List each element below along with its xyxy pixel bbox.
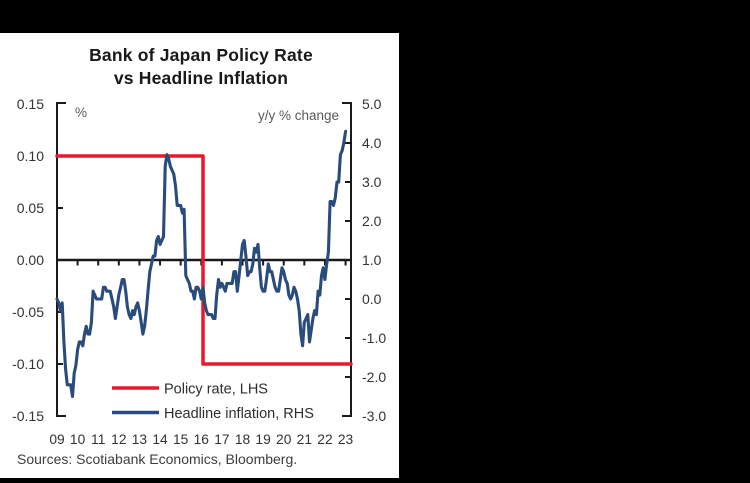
chart-legend: Policy rate, LHS Headline inflation, RHS: [112, 382, 314, 422]
left-axis-tick-label: -0.05: [12, 304, 44, 320]
right-axis-tick-label: 4.0: [362, 135, 382, 151]
right-axis-unit-label: y/y % change: [258, 108, 339, 123]
x-axis-year-label: 13: [132, 432, 148, 447]
left-axis-tick-label: 0.15: [17, 96, 44, 112]
x-axis-year-label: 16: [194, 432, 210, 447]
x-axis-year-label: 14: [152, 432, 168, 447]
x-axis-year-label: 11: [91, 432, 105, 447]
right-axis-tick-label: 2.0: [362, 213, 382, 229]
chart-svg: Bank of Japan Policy Rate vs Headline In…: [12, 45, 386, 467]
left-axis-unit-label: %: [75, 105, 87, 120]
headline-inflation-line: [55, 129, 348, 399]
x-axis-year-label: 15: [173, 432, 189, 447]
left-axis-tick-label: -0.10: [12, 356, 44, 372]
chart-title-line2: vs Headline Inflation: [114, 68, 288, 88]
left-axis-tick-label: 0.05: [17, 200, 44, 216]
policy-rate-line: [55, 154, 353, 366]
x-axis-year-label: 17: [214, 432, 229, 447]
left-axis-tick-label: 0.10: [17, 148, 44, 164]
chart-title-line1: Bank of Japan Policy Rate: [89, 45, 313, 65]
x-axis-year-label: 22: [317, 432, 332, 447]
right-axis-tick-label: 0.0: [362, 291, 382, 307]
x-axis-year-label: 23: [338, 432, 354, 447]
sources-note: Sources: Scotiabank Economics, Bloomberg…: [17, 451, 297, 467]
left-axis-tick-label: -0.15: [12, 408, 44, 424]
x-axis-year-label: 12: [111, 432, 126, 447]
right-axis-tick-label: 1.0: [362, 252, 382, 268]
x-axis-year-label: 09: [49, 432, 65, 447]
chart-card: Bank of Japan Policy Rate vs Headline In…: [0, 33, 399, 478]
x-axis-year-label: 19: [255, 432, 271, 447]
legend-policy-rate-label: Policy rate, LHS: [164, 382, 268, 398]
axis-ticks-group: 0.15 0.10 0.05 0.00 -0.05 -0.10 -0.15 5.0 4.0 3.0…: [12, 96, 386, 447]
right-axis-tick-label: 3.0: [362, 174, 382, 190]
x-axis-year-label: 20: [276, 432, 292, 447]
right-axis-tick-label: -1.0: [362, 330, 386, 346]
legend-headline-inflation-label: Headline inflation, RHS: [164, 406, 314, 422]
left-axis-tick-label: 0.00: [17, 252, 44, 268]
right-axis-tick-label: 5.0: [362, 96, 382, 112]
x-axis-year-label: 10: [70, 432, 86, 447]
data-series-group: [55, 129, 353, 399]
x-axis-year-label: 21: [297, 432, 312, 447]
right-axis-tick-label: -3.0: [362, 408, 386, 424]
x-axis-year-label: 18: [235, 432, 251, 447]
right-axis-tick-label: -2.0: [362, 369, 386, 385]
